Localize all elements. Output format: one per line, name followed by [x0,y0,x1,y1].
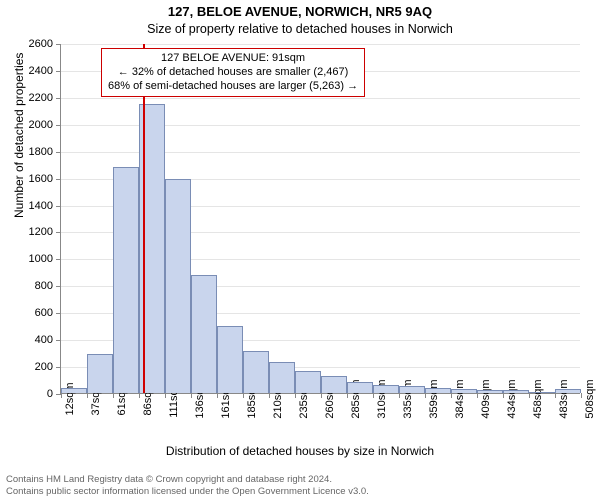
histogram-bar [503,390,529,393]
x-tick-label: 434sqm [506,379,518,418]
y-tick [56,125,61,126]
y-axis-label: Number of detached properties [12,53,26,218]
histogram-bar [451,389,477,393]
y-tick-label: 1200 [29,226,53,238]
x-tick-label: 384sqm [454,379,466,418]
x-tick-label: 359sqm [428,379,440,418]
y-tick-label: 600 [35,307,53,319]
y-tick-label: 2600 [29,38,53,50]
y-tick-label: 800 [35,280,53,292]
histogram-bar [477,390,503,393]
y-tick [56,232,61,233]
y-tick-label: 1000 [29,253,53,265]
y-tick-label: 1400 [29,200,53,212]
x-tick-label: 458sqm [532,379,544,418]
y-tick-label: 400 [35,334,53,346]
footer-line-2: Contains public sector information licen… [6,486,369,498]
x-tick [321,393,322,398]
histogram-bar [399,386,425,393]
histogram-bar [61,388,87,393]
x-tick [477,393,478,398]
y-tick [56,98,61,99]
footer-line-1: Contains HM Land Registry data © Crown c… [6,474,369,486]
x-tick [399,393,400,398]
x-tick [451,393,452,398]
histogram-bar [373,385,399,393]
x-tick [113,393,114,398]
y-tick-label: 2000 [29,119,53,131]
y-tick [56,44,61,45]
histogram-bar [269,362,295,393]
histogram-bar [243,351,269,393]
y-tick [56,313,61,314]
annotation-line-1: 127 BELOE AVENUE: 91sqm [108,52,358,66]
x-tick [529,393,530,398]
y-tick [56,179,61,180]
x-tick [269,393,270,398]
histogram-bar [295,371,321,393]
y-tick-label: 200 [35,361,53,373]
y-tick [56,340,61,341]
histogram-bar [191,275,217,393]
histogram-bar [113,167,139,393]
y-tick [56,286,61,287]
y-tick [56,152,61,153]
y-tick-label: 1600 [29,173,53,185]
histogram-bar [555,389,581,393]
grid-line [61,44,580,45]
x-tick [503,393,504,398]
x-tick [243,393,244,398]
x-tick [191,393,192,398]
x-tick-label: 483sqm [558,379,570,418]
chart-container: 127, BELOE AVENUE, NORWICH, NR5 9AQ Size… [0,0,600,500]
x-tick [139,393,140,398]
x-tick [425,393,426,398]
footer-attribution: Contains HM Land Registry data © Crown c… [6,474,369,498]
x-tick [347,393,348,398]
annotation-line-2: ← 32% of detached houses are smaller (2,… [108,66,358,80]
address-title: 127, BELOE AVENUE, NORWICH, NR5 9AQ [0,4,600,19]
x-tick [295,393,296,398]
x-tick-label: 409sqm [480,379,492,418]
histogram-bar [165,179,191,393]
y-tick-label: 1800 [29,146,53,158]
x-tick [373,393,374,398]
y-tick [56,259,61,260]
x-tick [581,393,582,398]
x-axis-label: Distribution of detached houses by size … [0,444,600,458]
x-tick [61,393,62,398]
y-tick [56,71,61,72]
x-tick [165,393,166,398]
histogram-bar [425,388,451,393]
chart-plot-area: 127 BELOE AVENUE: 91sqm ← 32% of detache… [60,44,580,394]
annotation-line-3: 68% of semi-detached houses are larger (… [108,80,358,94]
x-tick [555,393,556,398]
histogram-bar [87,354,113,393]
y-tick [56,367,61,368]
histogram-bar [529,392,555,393]
x-tick-label: 508sqm [584,379,596,418]
y-tick [56,206,61,207]
y-tick-label: 2400 [29,65,53,77]
grid-line [61,98,580,99]
histogram-bar [321,376,347,394]
x-tick [217,393,218,398]
y-tick-label: 2200 [29,92,53,104]
histogram-bar [217,326,243,393]
y-tick-label: 0 [47,388,53,400]
x-tick [87,393,88,398]
chart-subtitle: Size of property relative to detached ho… [0,22,600,36]
histogram-bar [347,382,373,393]
annotation-box: 127 BELOE AVENUE: 91sqm ← 32% of detache… [101,48,365,97]
